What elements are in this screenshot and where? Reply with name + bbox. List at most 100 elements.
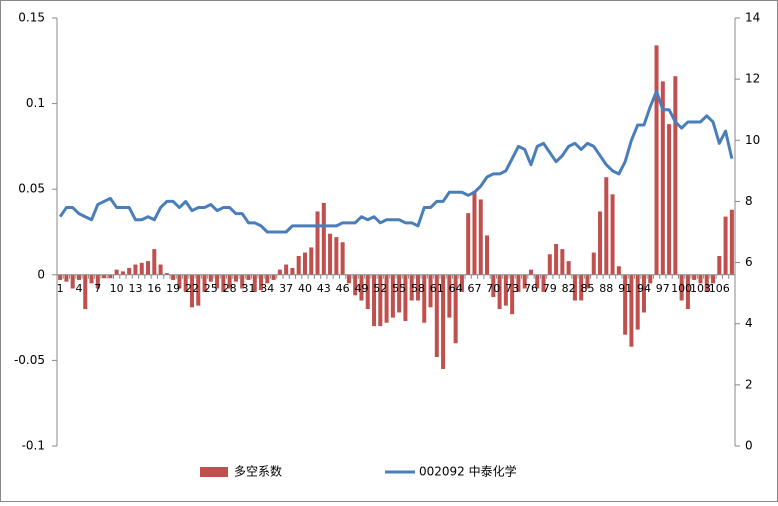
bar: [692, 274, 697, 280]
bar: [108, 274, 113, 279]
bar: [233, 274, 238, 282]
x-tick-label: 43: [317, 282, 331, 295]
x-tick-label: 64: [449, 282, 463, 295]
y-tick-label: -0.1: [22, 439, 45, 453]
x-tick-label: 88: [599, 282, 613, 295]
x-tick-label: 52: [373, 282, 387, 295]
bar: [164, 273, 169, 275]
x-tick-label: 13: [128, 282, 142, 295]
bar: [554, 243, 559, 275]
bar: [585, 274, 590, 289]
x-tick-label: 7: [94, 282, 101, 295]
y2-tick-label: 8: [745, 194, 753, 208]
x-tick-label: 100: [671, 282, 692, 295]
bar: [76, 274, 81, 280]
bar: [491, 274, 496, 298]
bar: [334, 237, 339, 275]
x-tick-label: 55: [392, 282, 406, 295]
bar: [158, 264, 163, 275]
bar: [453, 274, 458, 344]
y2-tick-label: 10: [745, 133, 760, 147]
x-tick-label: 94: [637, 282, 651, 295]
bar: [64, 274, 69, 282]
bar: [447, 274, 452, 318]
bar: [227, 274, 232, 289]
bar: [215, 274, 220, 289]
bar: [302, 252, 307, 275]
y2-tick-label: 12: [745, 72, 760, 86]
bar: [466, 213, 471, 275]
bar: [284, 264, 289, 275]
x-tick-label: 4: [75, 282, 82, 295]
x-tick-label: 40: [298, 282, 312, 295]
bar: [591, 252, 596, 275]
legend-label: 002092 中泰化学: [419, 464, 517, 479]
x-tick-label: 22: [185, 282, 199, 295]
x-tick-label: 49: [354, 282, 368, 295]
x-tick-label: 97: [656, 282, 670, 295]
bar: [660, 81, 665, 275]
x-tick-label: 79: [543, 282, 557, 295]
x-tick-label: 19: [166, 282, 180, 295]
bar: [623, 274, 628, 335]
bar: [635, 274, 640, 330]
x-tick-label: 28: [223, 282, 237, 295]
x-tick-label: 76: [524, 282, 538, 295]
bar: [679, 274, 684, 301]
bar: [723, 216, 728, 275]
bar: [152, 249, 157, 275]
bar: [340, 242, 345, 275]
x-tick-label: 34: [260, 282, 274, 295]
bar: [390, 274, 395, 318]
bar: [265, 274, 270, 284]
legend-label: 多空系数: [234, 464, 282, 479]
x-tick-label: 58: [411, 282, 425, 295]
bar: [353, 274, 358, 296]
bar: [434, 274, 439, 357]
bar: [365, 274, 370, 310]
y2-tick-label: 2: [745, 377, 753, 391]
bar: [378, 274, 383, 327]
bar: [459, 274, 464, 292]
y-tick-label: -0.05: [14, 353, 45, 367]
bar: [522, 274, 527, 289]
bar: [246, 274, 251, 280]
bar: [120, 271, 125, 275]
line: [58, 89, 734, 234]
bar: [309, 247, 314, 275]
bar: [95, 274, 100, 289]
x-tick-label: 37: [279, 282, 293, 295]
bar: [711, 274, 716, 284]
bar: [422, 274, 427, 323]
bar: [579, 274, 584, 301]
y2-tick-label: 14: [745, 11, 760, 25]
bar: [202, 274, 207, 292]
bar: [346, 274, 351, 284]
bar: [259, 274, 264, 291]
bar: [698, 274, 703, 284]
bar: [252, 274, 257, 292]
bar: [409, 274, 414, 301]
bar: [566, 261, 571, 275]
bar: [654, 45, 659, 275]
x-tick-label: 67: [467, 282, 481, 295]
bar: [372, 274, 377, 327]
y-tick-label: 0.15: [18, 11, 45, 25]
bar: [397, 274, 402, 313]
bar: [133, 264, 138, 275]
bar: [315, 211, 320, 275]
bar: [667, 124, 672, 275]
bar: [277, 269, 282, 275]
bar: [290, 267, 295, 275]
bar: [240, 274, 245, 289]
bar: [485, 235, 490, 275]
bar: [127, 267, 132, 275]
y2-tick-label: 0: [745, 439, 753, 453]
bar: [189, 274, 194, 308]
bar: [359, 274, 364, 301]
bar: [415, 274, 420, 301]
bar: [648, 274, 653, 284]
bar: [528, 269, 533, 275]
